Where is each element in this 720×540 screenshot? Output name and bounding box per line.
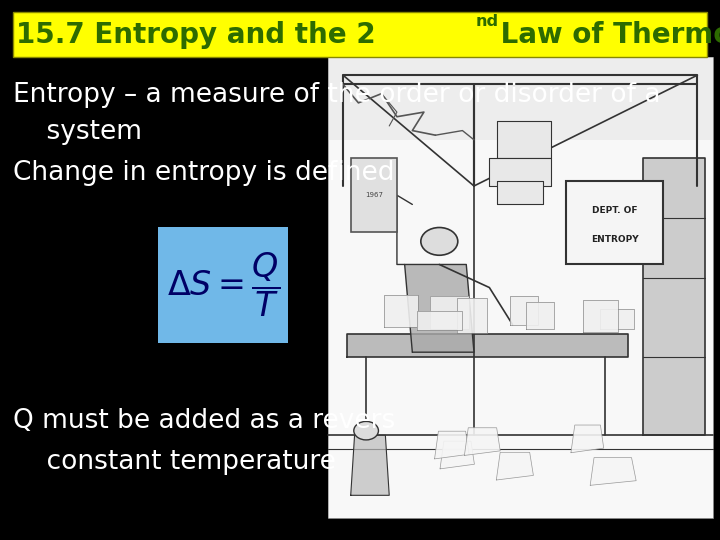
Polygon shape [644, 158, 705, 435]
Text: 15.7 Entropy and the 2: 15.7 Entropy and the 2 [16, 21, 375, 49]
Polygon shape [490, 158, 551, 186]
Polygon shape [590, 457, 636, 485]
Polygon shape [435, 431, 469, 459]
Polygon shape [496, 453, 534, 480]
Polygon shape [583, 300, 618, 333]
Text: 1967: 1967 [365, 192, 383, 198]
Polygon shape [347, 334, 628, 357]
Polygon shape [482, 140, 713, 518]
Polygon shape [510, 296, 538, 325]
Polygon shape [464, 428, 500, 455]
Text: $\Delta S = \dfrac{Q}{T}$: $\Delta S = \dfrac{Q}{T}$ [166, 251, 280, 319]
Text: Change in entropy is defined: Change in entropy is defined [13, 160, 395, 186]
Polygon shape [440, 441, 474, 469]
Bar [13, 12, 707, 57]
Text: constant temperature: constant temperature [13, 449, 336, 475]
Text: DEPT. OF: DEPT. OF [592, 206, 637, 215]
Polygon shape [526, 302, 554, 329]
Polygon shape [417, 310, 462, 329]
Circle shape [354, 421, 379, 440]
Polygon shape [405, 265, 474, 352]
Circle shape [420, 227, 458, 255]
Text: system: system [13, 119, 142, 145]
Text: Entropy – a measure of the order or disorder of a: Entropy – a measure of the order or diso… [13, 82, 660, 107]
Bar [351, 158, 397, 232]
Text: nd: nd [475, 14, 498, 29]
Polygon shape [351, 435, 390, 495]
Polygon shape [571, 425, 603, 453]
Text: Law of Thermodynamics: Law of Thermodynamics [491, 21, 720, 49]
Polygon shape [431, 296, 469, 329]
Polygon shape [328, 140, 482, 518]
Text: Q must be added as a revers: Q must be added as a revers [13, 408, 395, 434]
Polygon shape [600, 309, 634, 329]
Polygon shape [328, 57, 713, 140]
Bar [158, 227, 288, 343]
Bar [567, 181, 662, 265]
Bar [328, 57, 713, 518]
Polygon shape [384, 295, 418, 327]
Polygon shape [497, 122, 551, 158]
Polygon shape [497, 181, 544, 205]
Text: ENTROPY: ENTROPY [591, 235, 639, 244]
Polygon shape [457, 298, 487, 333]
